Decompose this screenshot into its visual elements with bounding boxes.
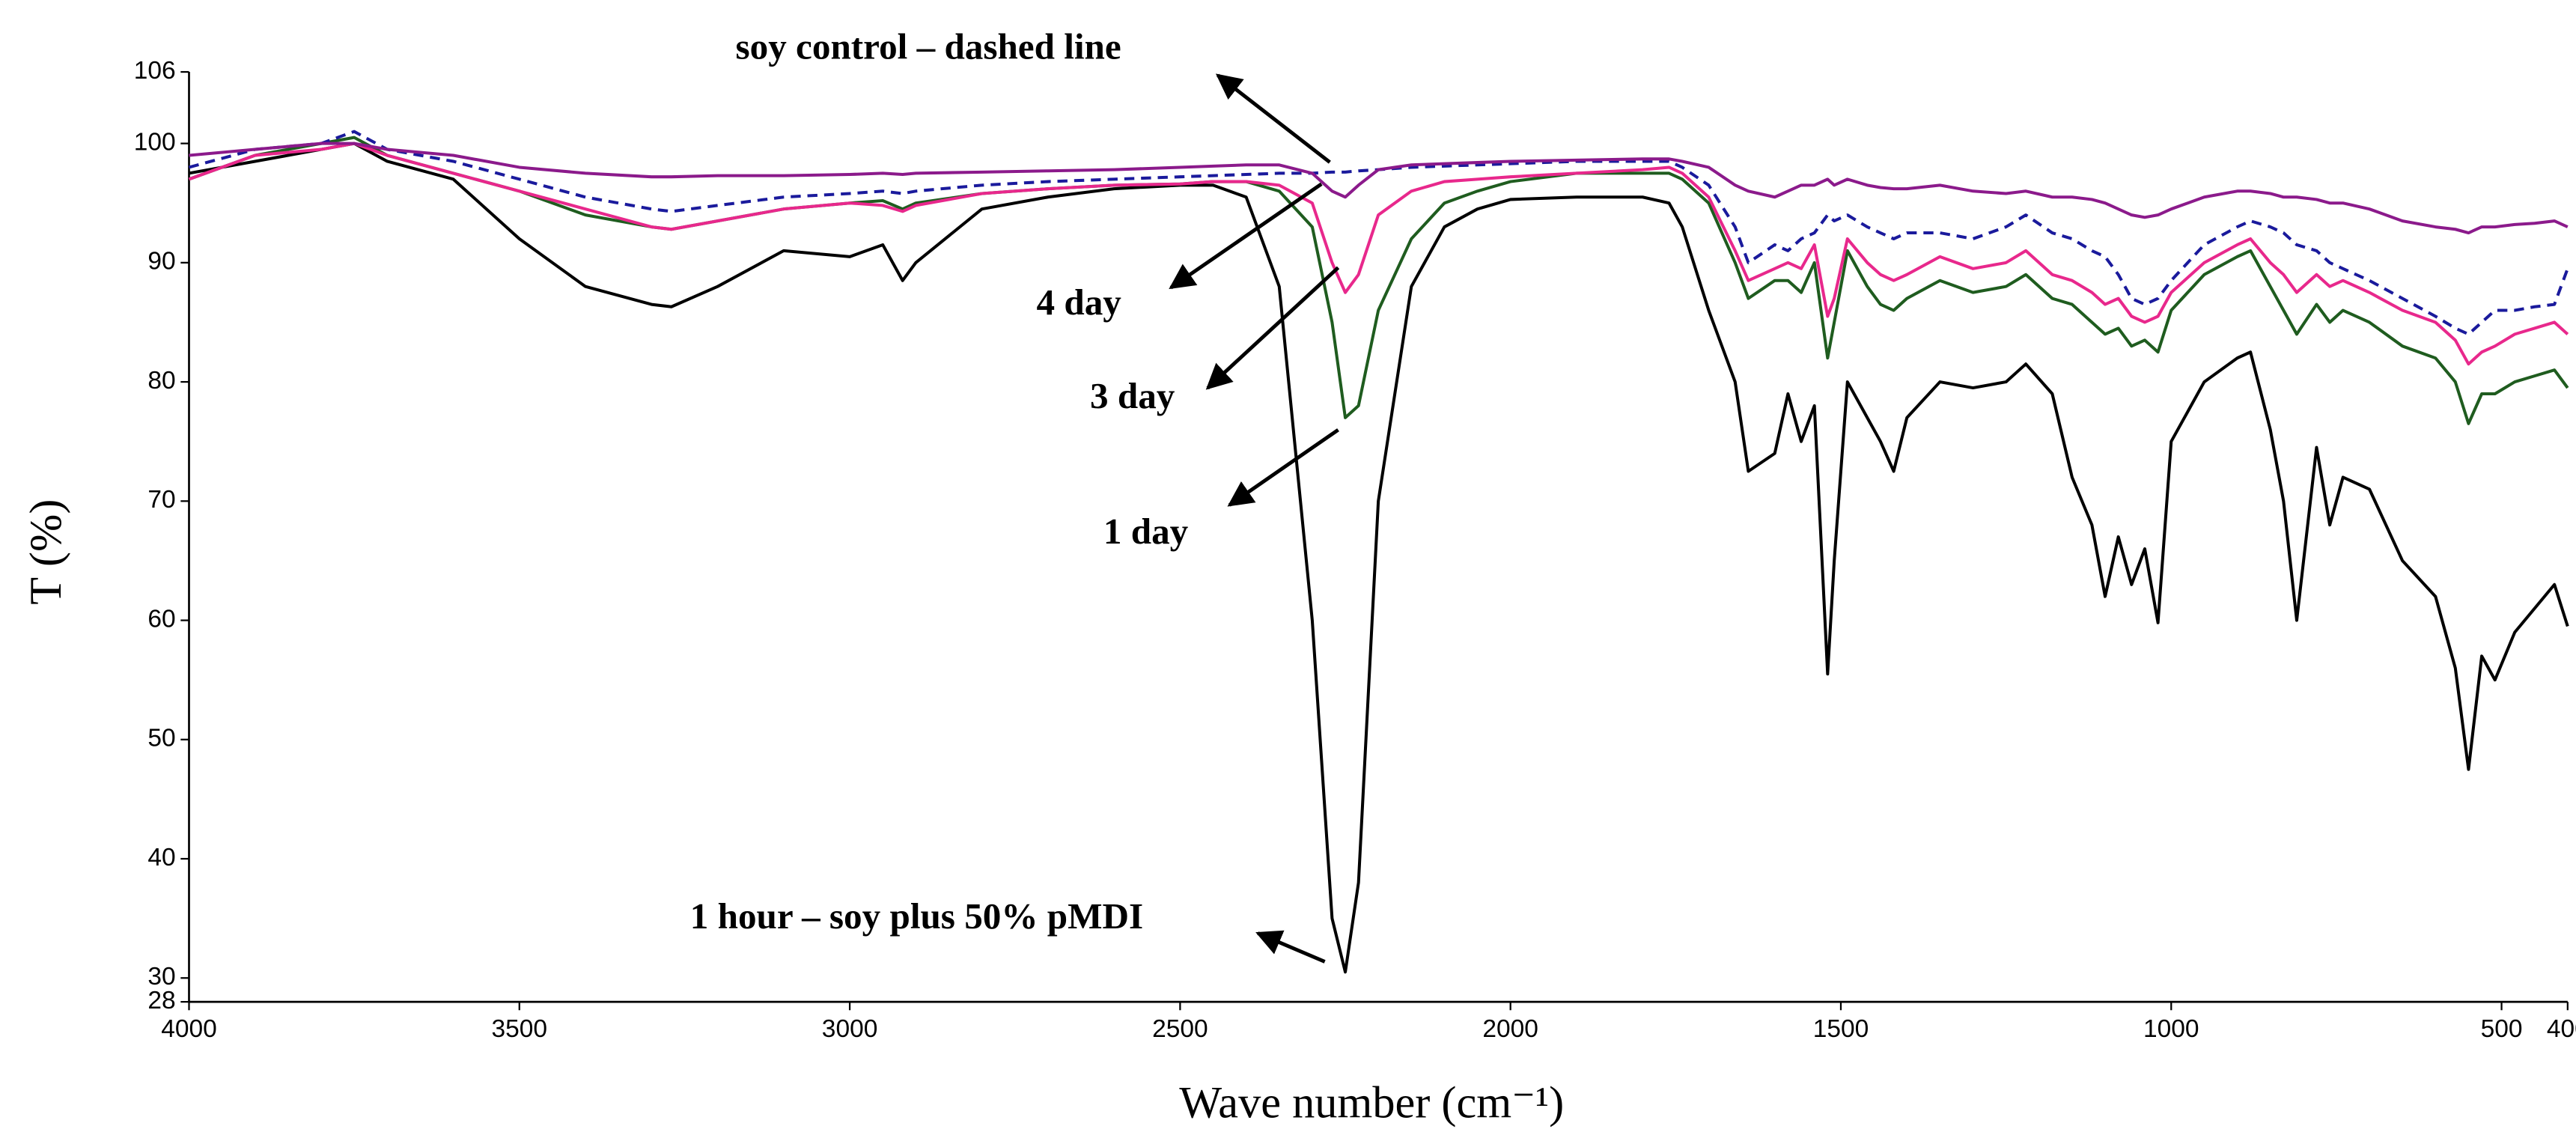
annotation-arrow	[1255, 930, 1326, 964]
y-tick-label: 40	[147, 844, 175, 871]
annotation-arrow	[1227, 428, 1339, 507]
y-tick-label: 28	[147, 987, 175, 1014]
x-tick-label: 2000	[1482, 1015, 1538, 1043]
y-tick-label: 60	[147, 605, 175, 633]
annotation-arrow	[1169, 182, 1323, 290]
spectrum-line	[188, 136, 2569, 425]
x-tick-label: 2500	[1152, 1015, 1208, 1043]
y-tick-label: 106	[134, 57, 176, 85]
annotation-arrow	[1205, 266, 1340, 390]
spectrum-line	[188, 130, 2569, 336]
spectrum-line	[189, 142, 2569, 235]
spectrum-line	[188, 142, 2569, 366]
x-tick-label: 500	[2481, 1015, 2523, 1043]
x-tick-label: 1000	[2143, 1015, 2199, 1043]
annotation: 3 day	[1090, 375, 1175, 416]
y-tick-label: 50	[147, 725, 175, 752]
spectrum-line	[189, 142, 2569, 974]
y-tick-label: 100	[134, 128, 176, 156]
y-tick-label: 70	[147, 486, 175, 514]
x-tick-label: 400	[2547, 1015, 2576, 1043]
y-tick-label: 30	[147, 963, 175, 991]
y-tick-label: 90	[147, 248, 175, 276]
annotation: 1 day	[1103, 511, 1189, 552]
x-tick-label: 4000	[161, 1015, 217, 1043]
annotation: 1 hour – soy plus 50% pMDI	[690, 895, 1143, 937]
annotation: soy control – dashed line	[736, 25, 1121, 67]
annotation: 4 day	[1037, 282, 1122, 323]
x-tick-label: 3000	[822, 1015, 878, 1043]
x-tick-label: 3500	[492, 1015, 548, 1043]
annotation-arrow	[1215, 73, 1331, 164]
x-axis-label: Wave number (cm⁻¹)	[1179, 1078, 1564, 1128]
y-tick-label: 80	[147, 367, 175, 395]
x-tick-label: 1500	[1813, 1015, 1869, 1043]
y-axis-label: T (%)	[21, 499, 71, 605]
